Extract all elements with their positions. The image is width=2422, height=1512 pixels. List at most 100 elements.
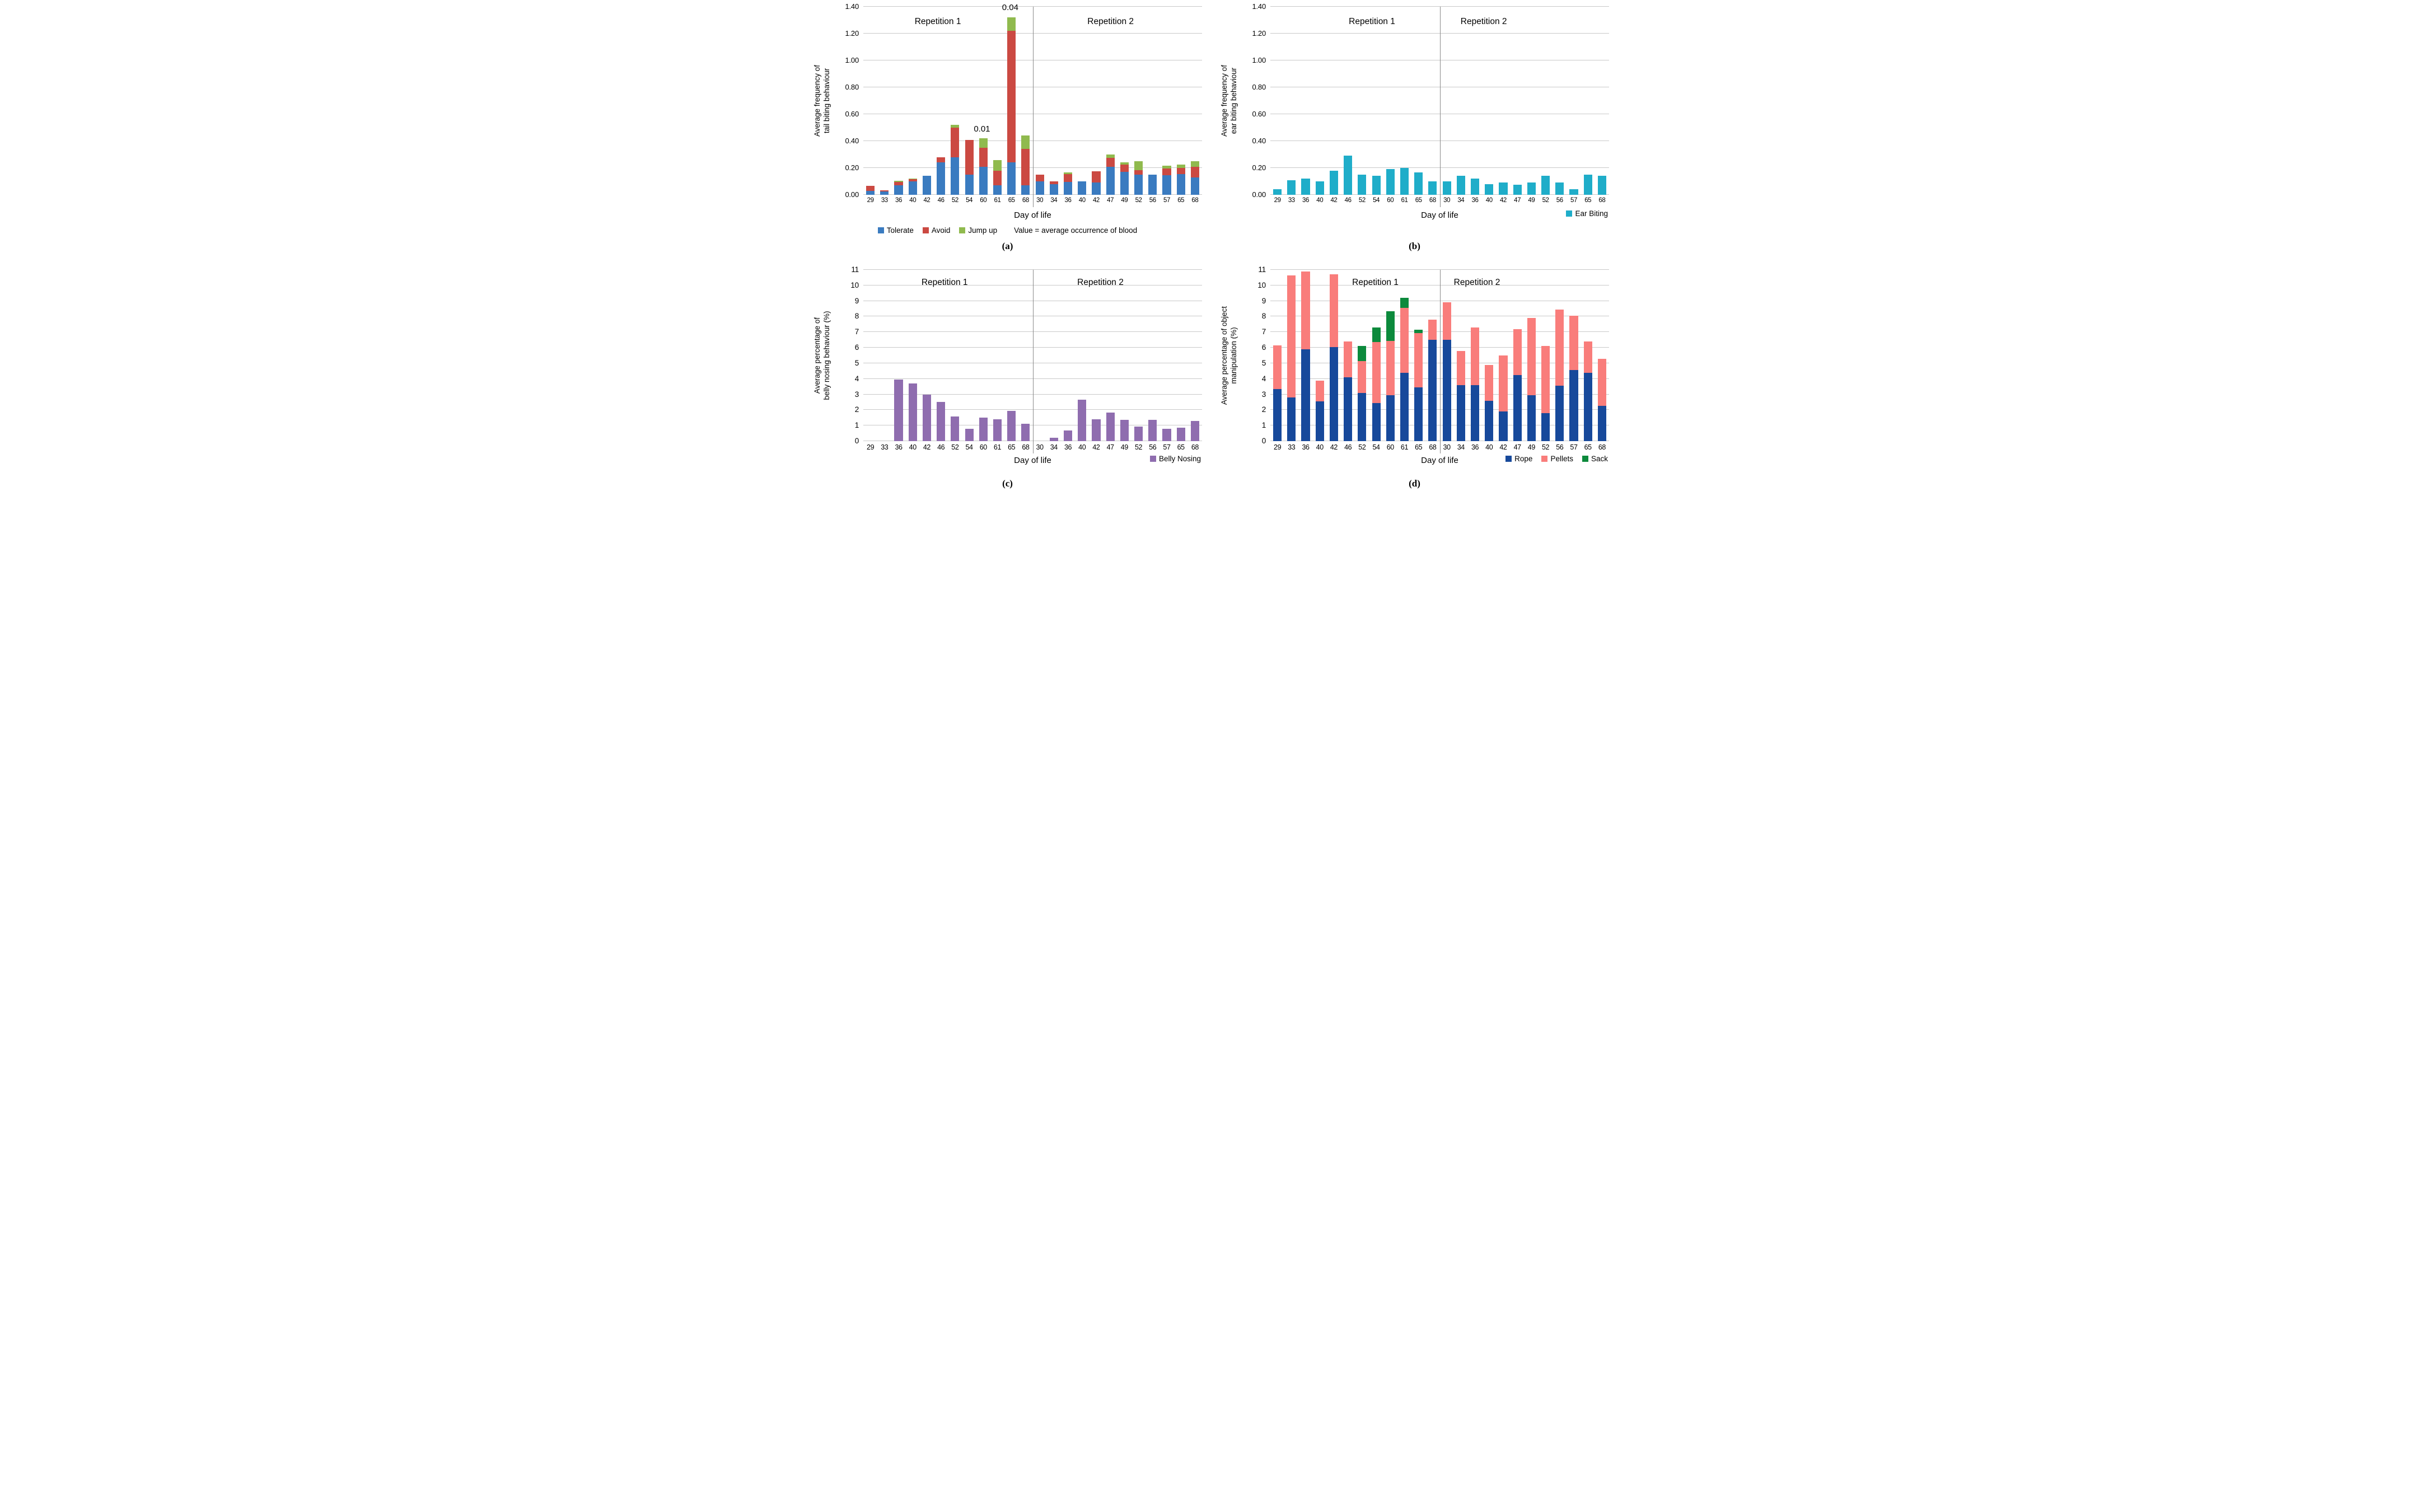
bar-d-day-34-rope xyxy=(1456,385,1465,441)
legend-swatch-jump-up xyxy=(959,227,966,233)
bar-b-day-42-ear-biting xyxy=(1499,182,1508,195)
bar-b-day-30-ear-biting xyxy=(1442,181,1451,195)
bar-d-day-40-rope xyxy=(1315,401,1324,441)
x-tick-label: 29 xyxy=(1274,443,1282,451)
bar-a-day-68-jump-up xyxy=(1190,161,1199,167)
x-tick-label: 29 xyxy=(1274,197,1281,204)
x-tick-label: 65 xyxy=(1415,443,1423,451)
legend-label: Pellets xyxy=(1550,455,1573,463)
annotation-blood-value: 0.01 xyxy=(974,124,990,134)
bar-a-day-52-jump-up xyxy=(1134,161,1143,170)
bar-c-day-40-belly-nosing xyxy=(1078,400,1087,441)
legend-label: Jump up xyxy=(968,226,998,235)
bar-c-day-40-belly-nosing xyxy=(908,383,917,441)
y-axis-label: Average frequency of tail biting behavio… xyxy=(813,64,831,137)
y-axis-label: Average percentage of object manipulatio… xyxy=(1220,306,1238,405)
bar-d-day-61-sack xyxy=(1400,298,1409,308)
x-tick-label: 65 xyxy=(1008,443,1016,451)
x-tick-label: 57 xyxy=(1570,197,1577,204)
bar-a-day-52-avoid xyxy=(1134,170,1143,175)
bar-a-day-68-tolerate xyxy=(1021,185,1030,195)
bar-a-day-57-jump-up xyxy=(1162,166,1171,169)
legend-swatch-pellets xyxy=(1541,456,1548,462)
y-axis-label: Average frequency of ear biting behaviou… xyxy=(1220,64,1238,137)
bar-b-day-56-ear-biting xyxy=(1555,182,1564,195)
repetition-divider-line xyxy=(1439,270,1441,453)
bar-a-day-47-avoid xyxy=(1106,158,1115,167)
gridline xyxy=(1270,6,1609,7)
bar-d-day-65-sack xyxy=(1414,330,1423,333)
y-tick-label: 1 xyxy=(1261,421,1266,430)
x-tick-label: 68 xyxy=(1429,197,1436,204)
bar-c-day-65-belly-nosing xyxy=(1007,410,1016,441)
panel-d-object-manipulation-chart: Average percentage of object manipulatio… xyxy=(1214,263,1615,504)
bar-d-day-68-rope xyxy=(1597,406,1606,441)
legend-item-belly-nosing: Belly Nosing xyxy=(1149,455,1201,463)
x-tick-label: 42 xyxy=(923,197,931,204)
bar-a-day-42-avoid xyxy=(1092,171,1101,183)
bar-a-day-65-tolerate xyxy=(1007,162,1016,195)
bar-b-day-52-ear-biting xyxy=(1358,175,1367,195)
bar-d-day-65-pellets xyxy=(1583,341,1592,373)
region-label-repetition-1: Repetition 1 xyxy=(1349,17,1395,26)
y-axis-label: Average percentage of belly nosing behav… xyxy=(813,311,831,400)
bar-c-day-34-belly-nosing xyxy=(1049,438,1058,441)
x-tick-label: 61 xyxy=(994,197,1001,204)
x-tick-label: 57 xyxy=(1570,443,1578,451)
bar-d-day-46-rope xyxy=(1344,377,1353,441)
bar-c-day-49-belly-nosing xyxy=(1120,420,1129,441)
x-tick-label: 52 xyxy=(1542,197,1549,204)
x-tick-label: 52 xyxy=(1135,443,1143,451)
x-tick-label: 54 xyxy=(1372,443,1381,451)
bar-d-day-40-rope xyxy=(1485,400,1494,441)
x-tick-label: 33 xyxy=(881,443,889,451)
x-tick-label: 46 xyxy=(937,197,945,204)
gridline xyxy=(863,269,1202,270)
panel-caption-c: (c) xyxy=(1002,478,1013,489)
panel-c-belly-nosing-chart: Average percentage of belly nosing behav… xyxy=(807,263,1208,504)
gridline xyxy=(1270,269,1609,270)
x-tick-label: 42 xyxy=(1330,443,1338,451)
bar-a-day-36-tolerate xyxy=(894,185,903,195)
x-tick-label: 33 xyxy=(881,197,888,204)
bar-d-day-61-rope xyxy=(1400,372,1409,441)
legend-label: Tolerate xyxy=(886,226,914,235)
x-tick-label: 30 xyxy=(1443,443,1451,451)
x-tick-label: 36 xyxy=(895,197,903,204)
x-tick-label: 61 xyxy=(1401,197,1408,204)
y-tick-label: 0.00 xyxy=(1252,190,1266,199)
bar-b-day-65-ear-biting xyxy=(1414,172,1423,195)
bar-d-day-47-rope xyxy=(1513,375,1522,441)
bar-a-day-65-tolerate xyxy=(1176,174,1185,195)
legend-item-ear-biting: Ear Biting xyxy=(1566,209,1608,218)
y-tick-label: 0.40 xyxy=(845,137,859,145)
x-tick-label: 61 xyxy=(1400,443,1409,451)
bar-d-day-57-rope xyxy=(1569,370,1578,441)
annotation-blood-value: 0.04 xyxy=(1002,2,1018,12)
plot-area: Repetition 1 Repetition 2 0.01 0.04 xyxy=(863,3,1202,207)
bar-a-day-61-jump-up xyxy=(993,160,1002,171)
bar-d-day-60-rope xyxy=(1386,395,1395,441)
bar-a-day-68-avoid xyxy=(1021,149,1030,186)
bar-a-day-40-tolerate xyxy=(1078,181,1087,195)
panel-a-tail-biting-chart: Average frequency of tail biting behavio… xyxy=(807,0,1208,263)
x-tick-label: 68 xyxy=(1022,197,1029,204)
bar-c-day-60-belly-nosing xyxy=(979,418,988,441)
bar-d-day-52-rope xyxy=(1358,392,1367,441)
bar-d-day-52-rope xyxy=(1541,413,1550,441)
x-tick-label: 68 xyxy=(1598,197,1606,204)
legend-item-rope: Rope xyxy=(1505,455,1532,463)
x-tick-label: 33 xyxy=(1288,443,1296,451)
x-tick-label: 57 xyxy=(1163,197,1170,204)
x-tick-label: 36 xyxy=(1064,443,1072,451)
y-tick-label: 3 xyxy=(854,390,859,399)
legend-swatch-ear-biting xyxy=(1566,210,1573,217)
bar-d-day-42-pellets xyxy=(1329,274,1338,347)
x-tick-label: 60 xyxy=(979,443,988,451)
bar-d-day-36-pellets xyxy=(1301,271,1310,349)
x-tick-label: 40 xyxy=(909,443,917,451)
bar-d-day-36-rope xyxy=(1301,349,1310,441)
y-tick-label: 11 xyxy=(851,265,859,274)
x-tick-label: 42 xyxy=(1330,197,1338,204)
x-tick-label: 57 xyxy=(1163,443,1171,451)
